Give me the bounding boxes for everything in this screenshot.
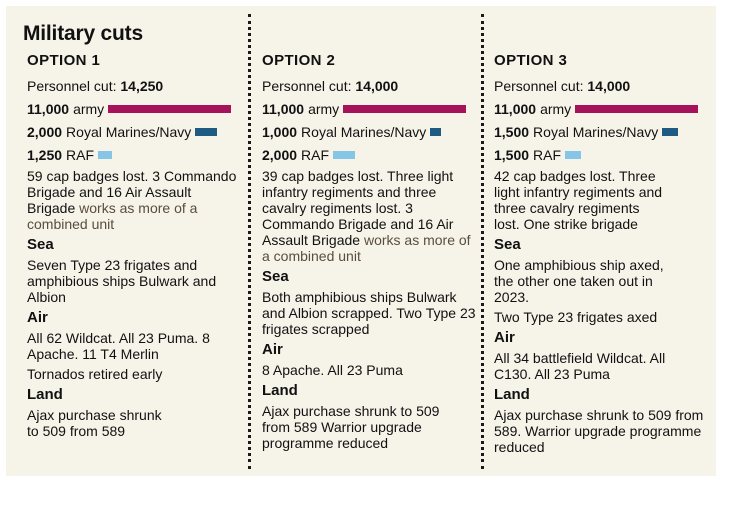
option-3-column: OPTION 3 Personnel cut: 14,000 11,000 arm… — [494, 50, 710, 459]
navy-value: 2,000 — [27, 123, 63, 140]
sea-heading: Sea — [27, 236, 54, 253]
raf-row: 2,000 RAF — [262, 143, 476, 166]
army-bar — [108, 104, 232, 113]
army-bar — [343, 104, 467, 113]
option-2-column: OPTION 2 Personnel cut: 14,000 11,000 arm… — [262, 50, 476, 455]
column-divider-2 — [481, 14, 484, 469]
air-item: 8 Apache. All 23 Puma — [262, 362, 403, 378]
land-heading: Land — [494, 386, 530, 403]
infographic-panel — [6, 6, 716, 476]
navy-value: 1,500 — [494, 123, 530, 140]
air-item: All 34 battlefield Wildcat. All C130. Al… — [494, 350, 666, 382]
army-label: army — [308, 100, 340, 117]
air-item: Tornados retired early — [27, 366, 163, 382]
cap-badges-lost: 39 cap badges lost. Three light infantry… — [262, 168, 454, 248]
sea-heading: Sea — [262, 268, 289, 285]
raf-label: RAF — [66, 146, 95, 163]
army-row: 11,000 army — [494, 97, 710, 120]
personnel-label: Personnel cut: — [494, 77, 584, 94]
raf-value: 1,250 — [27, 146, 63, 163]
personnel-label: Personnel cut: — [262, 77, 352, 94]
navy-label: Royal Marines/Navy — [533, 123, 659, 140]
air-item: All 62 Wildcat. All 23 Puma. 8 Apache. 1… — [27, 330, 210, 362]
army-value: 11,000 — [27, 100, 70, 117]
personnel-label: Personnel cut: — [27, 77, 117, 94]
personnel-cut-row: Personnel cut: 14,250 — [27, 74, 241, 97]
raf-value: 1,500 — [494, 146, 530, 163]
sea-item: Seven Type 23 frigates and amphibious sh… — [27, 257, 217, 305]
navy-label: Royal Marines/Navy — [301, 123, 427, 140]
army-label: army — [540, 100, 572, 117]
army-row: 11,000 army — [27, 97, 241, 120]
option-1-column: OPTION 1 Personnel cut: 14,250 11,000 arm… — [27, 50, 241, 443]
raf-bar — [565, 150, 582, 159]
option-heading: OPTION 2 — [262, 52, 336, 69]
column-divider-1 — [248, 14, 251, 469]
option-heading: OPTION 1 — [27, 52, 101, 69]
navy-bar — [662, 127, 679, 136]
combined-unit-note: works as more of a combined unit — [262, 232, 471, 264]
cap-badges-text: 39 cap badges lost. Three light infantry… — [262, 168, 476, 264]
cap-badges-lost: 59 cap badges lost. 3 Commando Brigade a… — [27, 168, 237, 216]
navy-row: 2,000 Royal Marines/Navy — [27, 120, 241, 143]
navy-label: Royal Marines/Navy — [66, 123, 192, 140]
navy-bar — [195, 127, 218, 136]
navy-bar — [430, 127, 442, 136]
air-heading: Air — [27, 309, 48, 326]
army-value: 11,000 — [262, 100, 305, 117]
air-heading: Air — [262, 341, 283, 358]
land-heading: Land — [27, 386, 63, 403]
navy-row: 1,000 Royal Marines/Navy — [262, 120, 476, 143]
land-item: Ajax purchase shrunk to 509 from 589 War… — [262, 403, 440, 451]
personnel-cut-row: Personnel cut: 14,000 — [262, 74, 476, 97]
raf-value: 2,000 — [262, 146, 298, 163]
sea-heading: Sea — [494, 236, 521, 253]
cap-badges-text: 59 cap badges lost. 3 Commando Brigade a… — [27, 168, 241, 232]
raf-label: RAF — [301, 146, 330, 163]
sea-item: Two Type 23 frigates axed — [494, 309, 658, 325]
cap-badges-lost: 42 cap badges lost. Three light infantry… — [494, 168, 663, 232]
sea-item: One amphibious ship axed, the other one … — [494, 257, 664, 305]
land-heading: Land — [262, 382, 298, 399]
personnel-cut-row: Personnel cut: 14,000 — [494, 74, 710, 97]
personnel-value: 14,250 — [120, 77, 164, 94]
navy-value: 1,000 — [262, 123, 298, 140]
army-value: 11,000 — [494, 100, 537, 117]
land-item: Ajax purchase shrunk to 509 from 589. Wa… — [494, 407, 704, 455]
army-label: army — [73, 100, 105, 117]
personnel-value: 14,000 — [355, 77, 399, 94]
option-heading: OPTION 3 — [494, 52, 568, 69]
cap-badges-text: 42 cap badges lost. Three light infantry… — [494, 168, 669, 232]
infographic-title: Military cuts — [23, 22, 143, 45]
army-row: 11,000 army — [262, 97, 476, 120]
raf-row: 1,500 RAF — [494, 143, 710, 166]
raf-bar — [98, 150, 113, 159]
army-bar — [575, 104, 699, 113]
raf-bar — [333, 150, 356, 159]
raf-label: RAF — [533, 146, 562, 163]
raf-row: 1,250 RAF — [27, 143, 241, 166]
air-heading: Air — [494, 329, 515, 346]
combined-unit-note: works as more of a combined unit — [27, 200, 198, 232]
sea-item: Both amphibious ships Bulwark and Albion… — [262, 289, 476, 337]
navy-row: 1,500 Royal Marines/Navy — [494, 120, 710, 143]
land-item: Ajax purchase shrunk to 509 from 589 — [27, 407, 162, 439]
personnel-value: 14,000 — [587, 77, 631, 94]
